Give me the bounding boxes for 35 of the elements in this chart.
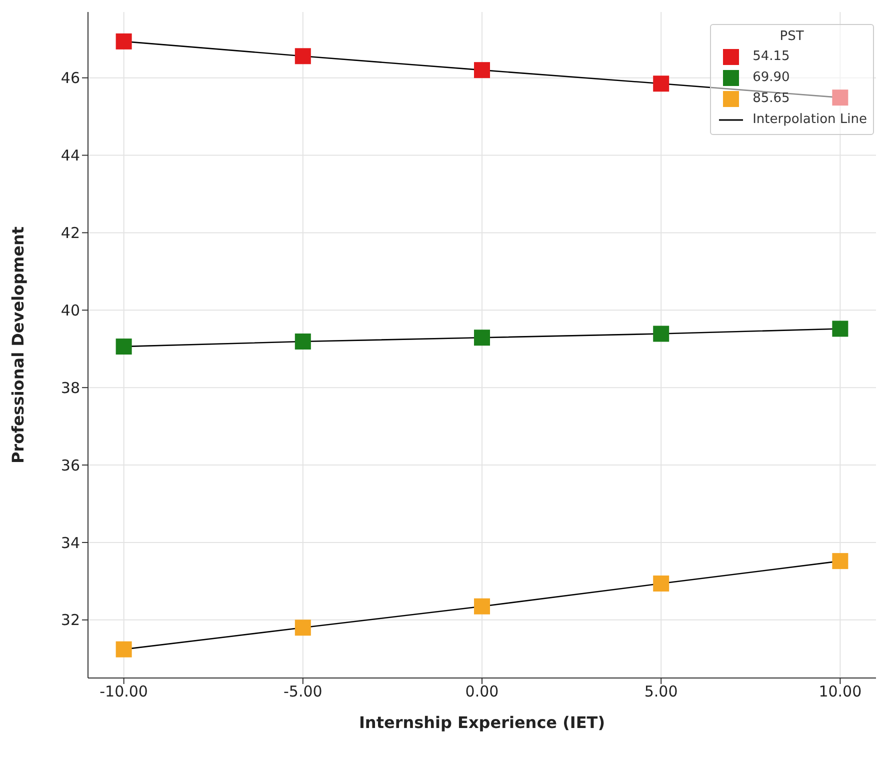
- y-axis-title: Professional Development: [8, 226, 28, 464]
- point: [832, 320, 848, 337]
- point: [653, 576, 670, 592]
- point: [116, 33, 132, 50]
- y-tick-label: 46: [60, 69, 80, 88]
- x-tick-label: -10.00: [100, 682, 148, 701]
- legend-label: 69.90: [752, 70, 790, 85]
- y-tick-label: 36: [60, 456, 80, 474]
- x-tick-label: -5.00: [284, 682, 322, 701]
- point: [294, 620, 311, 636]
- point: [116, 338, 132, 355]
- point: [474, 62, 490, 78]
- legend-title: PST: [778, 29, 805, 44]
- y-tick-label: 42: [60, 224, 80, 242]
- y-tick-label: 32: [60, 611, 80, 630]
- point: [294, 48, 311, 64]
- legend-label: 54.15: [752, 49, 790, 64]
- point: [116, 641, 132, 658]
- point: [294, 334, 311, 350]
- y-tick-label: 44: [60, 146, 80, 165]
- point: [474, 330, 490, 346]
- legend-label: 85.65: [752, 91, 790, 106]
- point: [832, 553, 848, 570]
- point: [832, 90, 848, 106]
- x-axis-title: Internship Experience (IET): [358, 713, 606, 732]
- x-tick-label: 10.00: [818, 682, 862, 701]
- y-tick-label: 40: [60, 301, 80, 320]
- y-tick-label: 38: [60, 378, 80, 397]
- x-tick-label: 0.00: [465, 682, 499, 701]
- point: [653, 76, 670, 92]
- point: [653, 326, 670, 342]
- point: [474, 598, 490, 614]
- y-tick-label: 34: [60, 534, 80, 552]
- legend-label: Interpolation Line: [752, 112, 867, 127]
- x-tick-label: 5.00: [644, 682, 678, 701]
